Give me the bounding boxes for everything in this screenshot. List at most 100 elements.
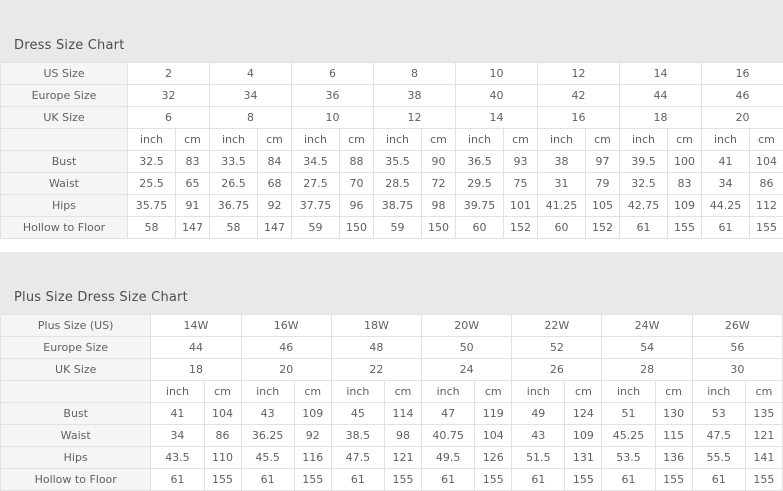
row-label-cell — [1, 129, 128, 151]
cm-value-cell: 90 — [422, 151, 456, 173]
cm-value-cell: 104 — [750, 151, 783, 173]
size-value-cell: 14W — [151, 315, 241, 337]
inch-value-cell: 51.5 — [512, 447, 565, 469]
size-value-cell: 24 — [422, 359, 512, 381]
unit-cm-cell: cm — [750, 129, 783, 151]
unit-cm-cell: cm — [475, 381, 512, 403]
row-label-cell: Europe Size — [1, 85, 128, 107]
inch-value-cell: 43.5 — [151, 447, 204, 469]
unit-inch-cell: inch — [422, 381, 475, 403]
cm-value-cell: 70 — [340, 173, 374, 195]
cm-value-cell: 121 — [745, 425, 782, 447]
inch-value-cell: 27.5 — [292, 173, 340, 195]
inch-value-cell: 35.75 — [128, 195, 176, 217]
inch-value-cell: 35.5 — [374, 151, 422, 173]
unit-inch-cell: inch — [331, 381, 384, 403]
unit-inch-cell: inch — [241, 381, 294, 403]
inch-value-cell: 32.5 — [128, 151, 176, 173]
unit-cm-cell: cm — [384, 381, 421, 403]
inch-value-cell: 31 — [538, 173, 586, 195]
inch-value-cell: 40.75 — [422, 425, 475, 447]
cm-value-cell: 147 — [258, 217, 292, 239]
unit-inch-cell: inch — [292, 129, 340, 151]
cm-value-cell: 152 — [504, 217, 538, 239]
unit-cm-cell: cm — [655, 381, 692, 403]
cm-value-cell: 155 — [668, 217, 702, 239]
inch-value-cell: 36.5 — [456, 151, 504, 173]
size-value-cell: 6 — [128, 107, 210, 129]
plus-size-chart-title: Plus Size Dress Size Chart — [14, 290, 188, 305]
inch-value-cell: 39.75 — [456, 195, 504, 217]
plus-size-chart-title-band: Plus Size Dress Size Chart — [0, 252, 783, 314]
size-value-cell: 20 — [702, 107, 783, 129]
cm-value-cell: 83 — [668, 173, 702, 195]
cm-value-cell: 86 — [750, 173, 783, 195]
unit-inch-cell: inch — [692, 381, 745, 403]
row-label-cell: Bust — [1, 151, 128, 173]
cm-value-cell: 101 — [504, 195, 538, 217]
unit-inch-cell: inch — [620, 129, 668, 151]
inch-value-cell: 43 — [241, 403, 294, 425]
inch-value-cell: 38 — [538, 151, 586, 173]
unit-cm-cell: cm — [340, 129, 374, 151]
cm-value-cell: 155 — [204, 469, 241, 491]
cm-value-cell: 147 — [176, 217, 210, 239]
section-divider — [0, 239, 783, 252]
size-value-cell: 26 — [512, 359, 602, 381]
unit-inch-cell: inch — [456, 129, 504, 151]
cm-value-cell: 155 — [745, 469, 782, 491]
unit-inch-cell: inch — [151, 381, 204, 403]
cm-value-cell: 109 — [668, 195, 702, 217]
cm-value-cell: 115 — [655, 425, 692, 447]
cm-value-cell: 121 — [384, 447, 421, 469]
row-label-cell: Plus Size (US) — [1, 315, 151, 337]
inch-value-cell: 61 — [331, 469, 384, 491]
inch-value-cell: 44.25 — [702, 195, 750, 217]
row-label-cell: Europe Size — [1, 337, 151, 359]
cm-value-cell: 136 — [655, 447, 692, 469]
cm-value-cell: 110 — [204, 447, 241, 469]
row-label-cell: Bust — [1, 403, 151, 425]
unit-inch-cell: inch — [538, 129, 586, 151]
unit-cm-cell: cm — [504, 129, 538, 151]
inch-value-cell: 53.5 — [602, 447, 655, 469]
inch-value-cell: 34 — [702, 173, 750, 195]
size-value-cell: 36 — [292, 85, 374, 107]
unit-inch-cell: inch — [210, 129, 258, 151]
unit-inch-cell: inch — [374, 129, 422, 151]
inch-value-cell: 45 — [331, 403, 384, 425]
inch-value-cell: 36.75 — [210, 195, 258, 217]
unit-inch-cell: inch — [512, 381, 565, 403]
row-label-cell: UK Size — [1, 359, 151, 381]
unit-cm-cell: cm — [422, 129, 456, 151]
inch-value-cell: 33.5 — [210, 151, 258, 173]
size-value-cell: 18W — [331, 315, 421, 337]
size-value-cell: 44 — [151, 337, 241, 359]
size-value-cell: 16W — [241, 315, 331, 337]
cm-value-cell: 155 — [750, 217, 783, 239]
inch-value-cell: 61 — [620, 217, 668, 239]
size-value-cell: 56 — [692, 337, 782, 359]
inch-value-cell: 42.75 — [620, 195, 668, 217]
cm-value-cell: 92 — [294, 425, 331, 447]
inch-value-cell: 34 — [151, 425, 204, 447]
dress-size-chart-title-band: Dress Size Chart — [0, 0, 783, 62]
cm-value-cell: 96 — [340, 195, 374, 217]
size-value-cell: 32 — [128, 85, 210, 107]
size-value-cell: 2 — [128, 63, 210, 85]
cm-value-cell: 155 — [565, 469, 602, 491]
size-value-cell: 14 — [620, 63, 702, 85]
cm-value-cell: 135 — [745, 403, 782, 425]
inch-value-cell: 41 — [151, 403, 204, 425]
size-value-cell: 38 — [374, 85, 456, 107]
size-value-cell: 16 — [538, 107, 620, 129]
